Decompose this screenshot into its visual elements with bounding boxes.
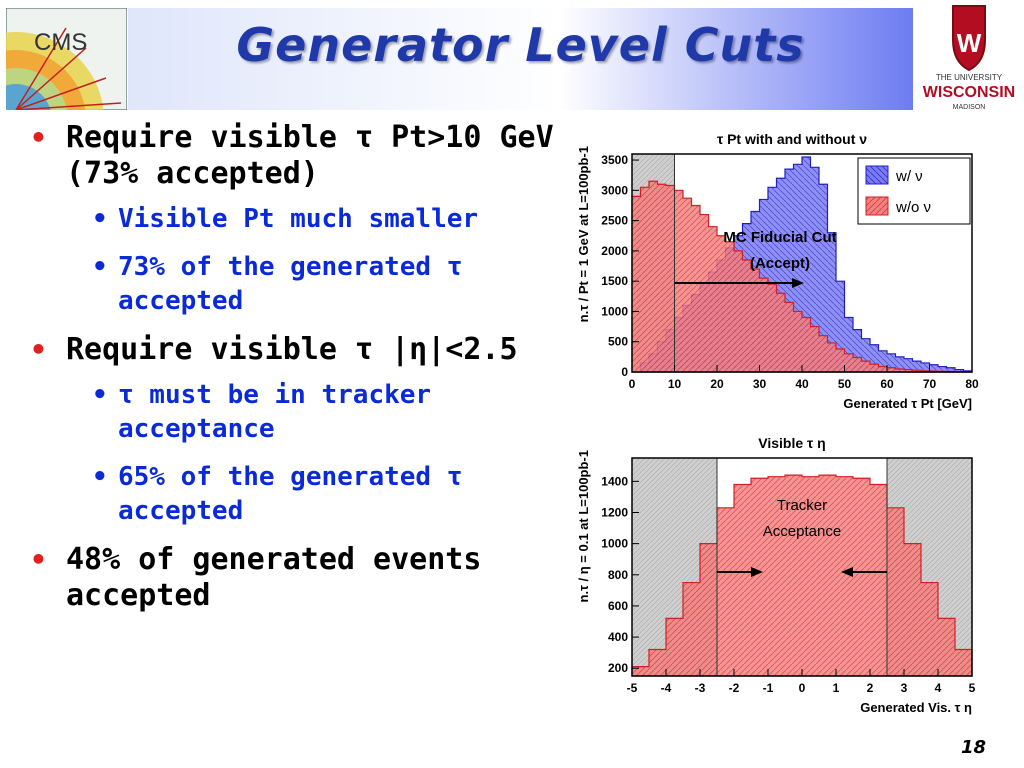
x-tick-label: 0: [799, 681, 806, 695]
x-tick-label: 5: [969, 681, 976, 695]
right-arrow-head: [841, 567, 853, 577]
x-tick-label: -4: [661, 681, 672, 695]
y-tick-label: 1000: [601, 537, 628, 551]
x-tick-label: -2: [729, 681, 740, 695]
uw-line-3: MADISON: [953, 104, 986, 111]
y-tick-label: 0: [621, 365, 628, 379]
annotation-line-2: (Accept): [750, 255, 810, 272]
slide-title: Generator Level Cuts: [236, 18, 805, 72]
y-tick-label: 3500: [601, 153, 628, 167]
cms-logo: CMS: [6, 8, 127, 110]
y-tick-label: 2000: [601, 244, 628, 258]
x-tick-label: -5: [627, 681, 638, 695]
legend-swatch-w-nu: [865, 165, 889, 185]
x-tick-label: 60: [880, 377, 894, 391]
y-axis-label: n.τ / η = 0.1 at L=100pb-1: [576, 450, 591, 602]
charts-svg: τ Pt with and without ν0 10 20 30 40 50 60 70 80…: [576, 131, 979, 715]
bullet-list: Require visible τ Pt>10 GeV (73% accepte…: [30, 120, 570, 624]
series-1: [631, 180, 973, 373]
legend-label-w-nu: w/ ν: [895, 168, 923, 185]
page-number: 18: [960, 737, 986, 758]
cms-logo-text: CMS: [34, 29, 87, 56]
x-tick-label: 40: [795, 377, 809, 391]
x-tick-label: 2: [867, 681, 874, 695]
y-tick-label: 400: [608, 630, 628, 644]
y-tick-label: 800: [608, 568, 628, 582]
bullet-2: Require visible τ |η|<2.5: [30, 332, 570, 368]
x-tick-label: 50: [838, 377, 852, 391]
x-tick-label: 4: [935, 681, 942, 695]
y-tick-label: 1000: [601, 304, 628, 318]
fiducial-arrow-head: [792, 278, 804, 288]
x-tick-label: 30: [753, 377, 767, 391]
x-tick-label: -1: [763, 681, 774, 695]
slide-header: Generator Level Cuts CMS W THE UNIVERSIT…: [0, 0, 1024, 111]
bullet-2-sub-2: 65% of the generated τ accepted: [70, 460, 570, 528]
title-band: [128, 8, 913, 110]
y-tick-label: 1200: [601, 506, 628, 520]
y-tick-label: 600: [608, 599, 628, 613]
x-axis-label: Generated Vis. τ η: [860, 700, 972, 715]
bullet-2-sub-1: τ must be in tracker acceptance: [70, 378, 570, 446]
annotation-line-1: MC Fiducial Cut: [723, 229, 836, 246]
uw-logo: W THE UNIVERSITY WISCONSIN MADISON: [913, 0, 1024, 115]
eta-chart: Visible τ η -5 -4 -3 -2 -1 0 1 2 3 4 5 200 400 600 800 1…: [576, 435, 976, 715]
bullet-1: Require visible τ Pt>10 GeV (73% accepte…: [30, 120, 570, 192]
bullet-1-sub-2: 73% of the generated τ accepted: [70, 250, 570, 318]
tracker-annotation-line-1: Tracker: [777, 497, 827, 514]
y-tick-label: 500: [608, 335, 628, 349]
chart-title: τ Pt with and without ν: [717, 131, 867, 147]
legend-swatch-wo-nu: [865, 196, 889, 216]
x-tick-label: 20: [710, 377, 724, 391]
uw-line-2: WISCONSIN: [923, 84, 1015, 101]
chart-title: Visible τ η: [758, 435, 825, 451]
y-tick-label: 3000: [601, 183, 628, 197]
x-axis-label: Generated τ Pt [GeV]: [843, 396, 972, 411]
y-tick-label: 1400: [601, 474, 628, 488]
tracker-annotation-line-2: Acceptance: [763, 523, 841, 540]
uw-line-1: THE UNIVERSITY: [936, 73, 1003, 82]
x-tick-label: -3: [695, 681, 706, 695]
y-tick-label: 2500: [601, 214, 628, 228]
svg-text:W: W: [957, 28, 982, 58]
left-arrow-head: [751, 567, 763, 577]
x-tick-label: 3: [901, 681, 908, 695]
x-tick-label: 0: [629, 377, 636, 391]
pt-chart: τ Pt with and without ν 0 10 20 30 40 50 60 70 80…: [576, 131, 979, 411]
y-axis-label: n.τ / Pt = 1 GeV at L=100pb-1: [576, 146, 591, 322]
crest-icon: [952, 5, 986, 72]
y-tick-label: 200: [608, 661, 628, 675]
x-tick-label: 10: [668, 377, 682, 391]
bullet-3: 48% of generated events accepted: [30, 542, 570, 614]
legend: w/ ν w/o ν: [857, 157, 971, 225]
x-tick-label: 70: [923, 377, 937, 391]
x-tick-label: 1: [833, 681, 840, 695]
legend-label-wo-nu: w/o ν: [895, 199, 931, 216]
charts-area: τ Pt with and without ν 0 10 20 30 40 50 60 70 80…: [570, 118, 1015, 728]
y-tick-label: 1500: [601, 274, 628, 288]
bullet-1-sub-1: Visible Pt much smaller: [70, 202, 570, 236]
x-tick-label: 80: [965, 377, 979, 391]
